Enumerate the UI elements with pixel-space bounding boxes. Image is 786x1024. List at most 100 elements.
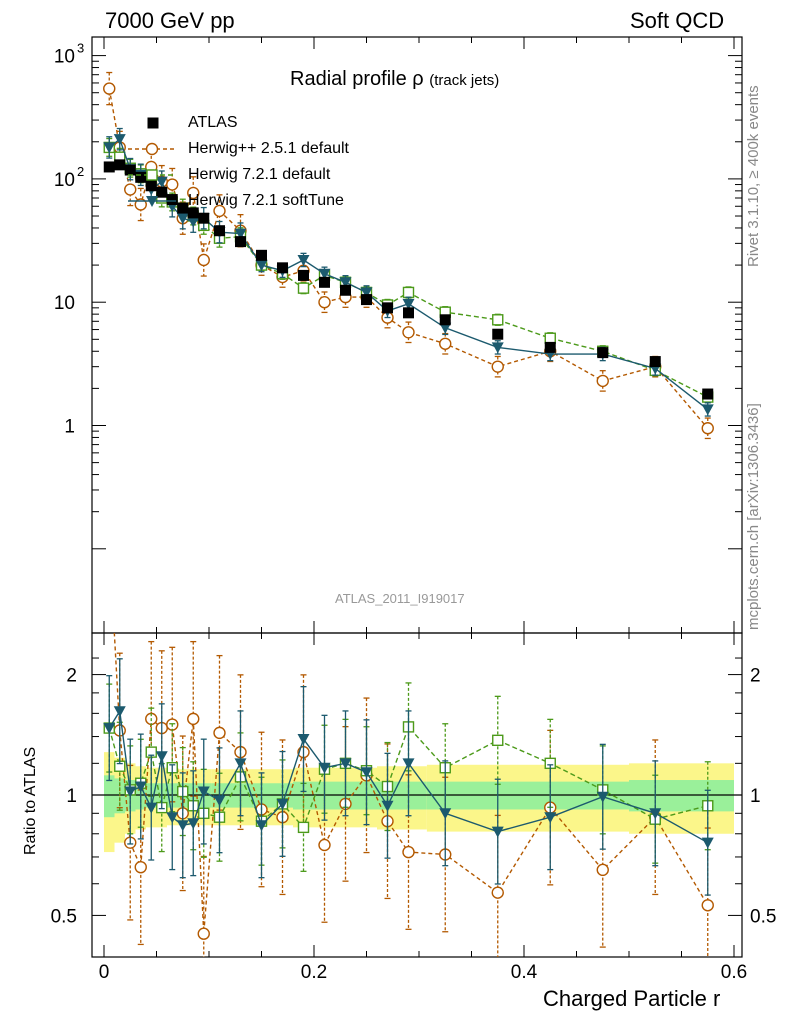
point-herwig721	[492, 314, 504, 326]
ratio-point-softtune	[701, 837, 714, 849]
x-tick-label: 0.6	[721, 962, 747, 983]
ratio-point-softtune	[360, 767, 373, 779]
point-atlas	[361, 294, 372, 306]
point-atlas	[382, 302, 393, 314]
point-softtune	[113, 134, 126, 146]
point-atlas	[340, 284, 351, 296]
point-softtune	[155, 176, 168, 188]
plot-title-sub: (track jets)	[429, 72, 500, 89]
point-softtune	[318, 268, 331, 280]
point-herwigpp	[318, 296, 331, 309]
ratio-point-softtune	[491, 826, 504, 838]
point-atlas	[187, 207, 199, 219]
y-tick-label: 10	[54, 170, 75, 191]
ratio-point-herwigpp	[104, 536, 115, 547]
ratio-point-softtune	[103, 723, 116, 735]
point-softtune	[360, 287, 373, 299]
ratio-y-tick-label-right: 1	[750, 786, 761, 807]
ratio-point-herwigpp	[187, 712, 200, 726]
ratio-point-herwigpp	[134, 860, 147, 874]
point-softtune	[701, 404, 714, 416]
mcplots-label: mcplots.cern.ch [arXiv:1306.3436]	[745, 403, 762, 630]
plot-title: Radial profile ρ (track jets)	[290, 68, 499, 91]
point-atlas	[544, 341, 556, 353]
legend-label-softtune: Herwig 7.2.1 softTune	[188, 192, 344, 209]
plot-title-rho: ρ	[412, 68, 424, 90]
ratio-y-tick-label-left: 2	[66, 666, 77, 687]
point-softtune	[187, 216, 200, 228]
header-category: Soft QCD	[630, 8, 725, 33]
point-atlas	[214, 225, 225, 237]
ratio-point-softtune	[439, 808, 452, 820]
ratio-point-softtune	[166, 812, 179, 824]
ratio-y-tick-label-right: 2	[750, 666, 761, 687]
point-softtune	[103, 142, 116, 154]
point-softtune	[491, 342, 504, 354]
ratio-point-herwig721	[297, 821, 310, 834]
point-atlas	[702, 388, 714, 400]
ratio-point-herwigpp	[213, 726, 226, 740]
point-softtune	[176, 213, 189, 225]
ratio-point-softtune	[176, 820, 189, 832]
point-herwig721	[544, 332, 556, 344]
y-tick-label: 10	[54, 47, 75, 68]
ratio-point-herwigpp	[197, 927, 210, 940]
series-line-herwig721	[108, 146, 709, 398]
ratio-point-herwigpp	[701, 899, 714, 912]
point-herwig721	[297, 282, 310, 294]
ratio-plot-area	[103, 536, 714, 957]
point-atlas	[277, 262, 288, 274]
ratio-point-softtune	[381, 800, 394, 812]
point-atlas	[649, 356, 661, 368]
rivet-label: Rivet 3.1.10, ≥ 400k events	[745, 85, 762, 267]
point-atlas	[403, 307, 414, 319]
point-atlas	[177, 202, 189, 214]
ratio-y-axis-label: Ratio to ATLAS	[22, 746, 39, 855]
ratio-point-softtune	[155, 751, 168, 763]
ratio-point-softtune	[402, 758, 415, 770]
point-herwigpp	[491, 360, 504, 373]
point-atlas	[156, 186, 168, 198]
y-tick-label-exp: 2	[77, 164, 84, 179]
ratio-point-herwigpp	[491, 886, 504, 899]
ratio-point-softtune	[544, 812, 557, 824]
ratio-point-softtune	[213, 795, 226, 807]
ratio-point-softtune	[145, 802, 158, 814]
point-softtune	[402, 298, 415, 310]
point-softtune	[255, 260, 268, 272]
point-herwigpp	[439, 337, 452, 350]
ratio-point-herwigpp	[596, 863, 609, 877]
ratio-y-tick-label-right: 0.5	[750, 906, 776, 927]
ratio-line-softtune	[108, 709, 709, 844]
ratio-point-softtune	[649, 808, 662, 820]
ratio-point-herwig721	[492, 734, 504, 747]
point-atlas	[124, 164, 136, 176]
ratio-point-softtune	[297, 734, 310, 746]
point-atlas	[597, 347, 609, 359]
ratio-point-softtune	[596, 791, 609, 803]
ratio-point-softtune	[197, 786, 210, 798]
legend-label-herwigpp: Herwig++ 2.5.1 default	[188, 140, 349, 157]
analysis-label: ATLAS_2011_I919017	[335, 591, 465, 606]
point-herwigpp	[701, 422, 714, 435]
point-atlas	[166, 194, 178, 206]
legend-marker-herwigpp	[145, 142, 159, 156]
legend-marker-herwig721	[146, 169, 158, 181]
y-tick-label: 10	[54, 293, 75, 314]
point-atlas	[103, 161, 115, 173]
point-herwigpp	[402, 326, 415, 339]
x-axis-label: Charged Particle r	[543, 986, 721, 1011]
ratio-point-softtune	[339, 758, 352, 770]
ratio-point-softtune	[113, 706, 126, 718]
ratio-point-softtune	[276, 798, 289, 810]
legend-label-herwig721: Herwig 7.2.1 default	[188, 166, 331, 183]
ratio-point-softtune	[234, 758, 247, 770]
plot-title-main: Radial profile	[290, 68, 407, 90]
point-softtune	[234, 228, 247, 240]
point-softtune	[339, 277, 352, 289]
x-tick-label: 0.2	[301, 962, 327, 983]
point-softtune	[297, 254, 310, 266]
ratio-point-softtune	[318, 762, 331, 774]
point-herwigpp	[103, 82, 116, 95]
